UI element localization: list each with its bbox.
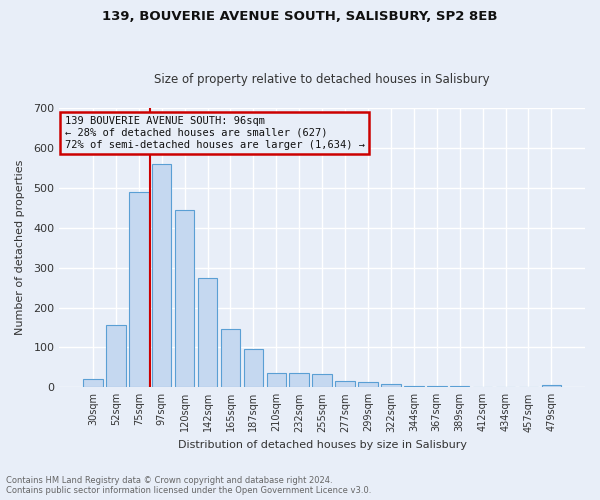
Bar bbox=[404, 386, 424, 388]
Text: 139, BOUVERIE AVENUE SOUTH, SALISBURY, SP2 8EB: 139, BOUVERIE AVENUE SOUTH, SALISBURY, S… bbox=[102, 10, 498, 23]
Bar bbox=[152, 164, 172, 388]
Bar bbox=[106, 326, 125, 388]
Text: 139 BOUVERIE AVENUE SOUTH: 96sqm
← 28% of detached houses are smaller (627)
72% : 139 BOUVERIE AVENUE SOUTH: 96sqm ← 28% o… bbox=[65, 116, 365, 150]
Bar bbox=[450, 386, 469, 388]
X-axis label: Distribution of detached houses by size in Salisbury: Distribution of detached houses by size … bbox=[178, 440, 467, 450]
Bar bbox=[198, 278, 217, 388]
Bar bbox=[427, 386, 446, 388]
Text: Contains HM Land Registry data © Crown copyright and database right 2024.
Contai: Contains HM Land Registry data © Crown c… bbox=[6, 476, 371, 495]
Title: Size of property relative to detached houses in Salisbury: Size of property relative to detached ho… bbox=[154, 73, 490, 86]
Bar bbox=[83, 378, 103, 388]
Bar bbox=[542, 385, 561, 388]
Bar bbox=[335, 382, 355, 388]
Bar bbox=[289, 374, 309, 388]
Bar bbox=[244, 348, 263, 388]
Bar bbox=[358, 382, 378, 388]
Bar bbox=[266, 372, 286, 388]
Bar bbox=[313, 374, 332, 388]
Bar bbox=[175, 210, 194, 388]
Bar bbox=[129, 192, 149, 388]
Bar bbox=[381, 384, 401, 388]
Y-axis label: Number of detached properties: Number of detached properties bbox=[15, 160, 25, 336]
Bar bbox=[221, 330, 240, 388]
